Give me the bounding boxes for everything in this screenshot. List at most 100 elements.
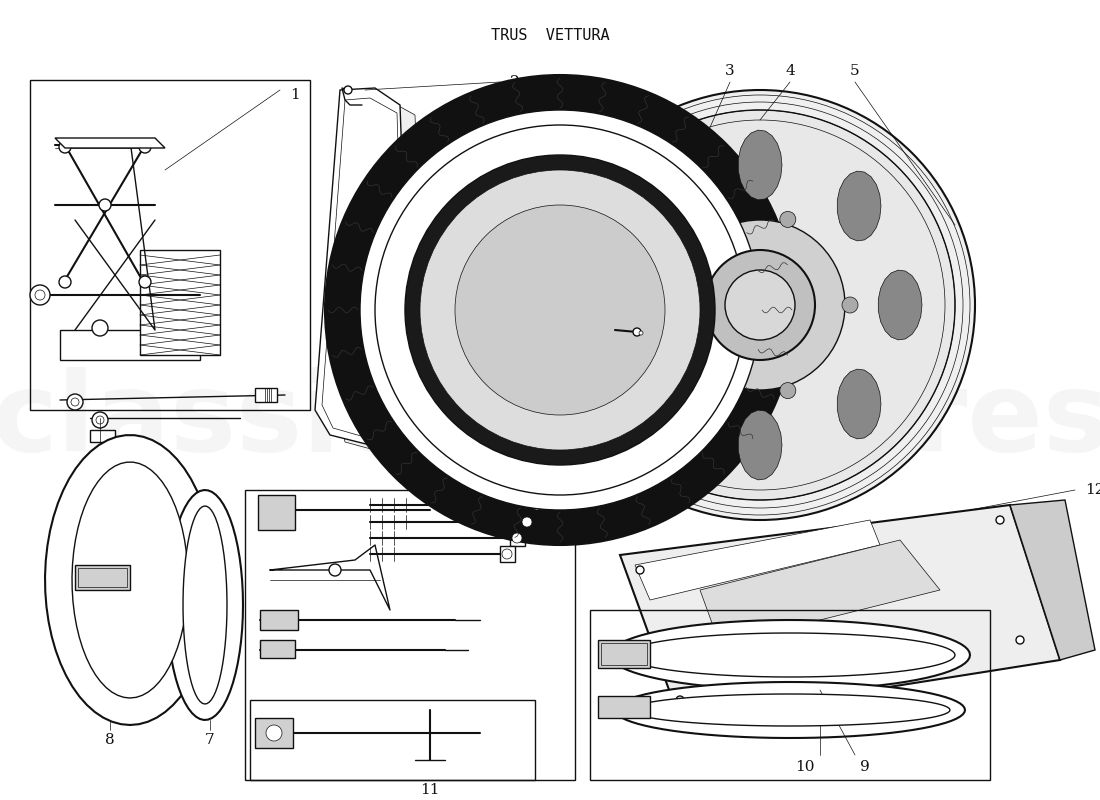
Polygon shape [1010,500,1094,660]
Circle shape [59,141,72,153]
Circle shape [675,220,845,390]
Circle shape [639,331,643,335]
Circle shape [358,195,367,205]
Circle shape [329,564,341,576]
Text: TRUS  VETTURA: TRUS VETTURA [491,28,609,43]
Polygon shape [878,270,922,340]
Circle shape [358,265,367,275]
Circle shape [420,170,700,450]
Bar [75,565,130,590]
Circle shape [996,516,1004,524]
Circle shape [544,90,975,520]
Text: classiceurospares: classiceurospares [0,366,1100,474]
Text: 10: 10 [795,760,815,774]
Circle shape [67,394,82,410]
Circle shape [360,338,364,342]
Bar [30,80,310,410]
Circle shape [405,155,715,465]
Text: 12: 12 [1085,483,1100,497]
Polygon shape [72,462,188,698]
Polygon shape [639,369,683,439]
Circle shape [780,211,795,227]
Bar [598,696,650,718]
Bar [250,700,535,780]
Bar [78,568,126,587]
Text: 1: 1 [290,88,299,102]
Polygon shape [639,171,683,241]
Bar [260,640,295,658]
Polygon shape [610,620,970,690]
Circle shape [324,75,795,545]
Circle shape [705,250,815,360]
Polygon shape [837,369,881,439]
Bar [260,610,298,630]
Ellipse shape [706,155,763,485]
Circle shape [139,141,151,153]
Circle shape [360,110,760,510]
Bar [510,530,525,546]
Circle shape [455,205,666,415]
Text: 11: 11 [420,783,440,797]
Circle shape [92,412,108,428]
Bar [520,514,535,530]
Polygon shape [340,95,425,452]
Circle shape [679,244,695,260]
Polygon shape [183,506,227,704]
Circle shape [360,198,364,202]
Bar [530,497,544,513]
Circle shape [725,270,795,340]
Bar [598,640,650,668]
Polygon shape [167,490,243,720]
Polygon shape [258,495,295,530]
Ellipse shape [716,116,784,506]
Polygon shape [625,633,955,677]
Text: 2: 2 [510,75,519,89]
Circle shape [360,268,364,272]
Bar [500,546,515,562]
Polygon shape [700,540,940,645]
Polygon shape [738,410,782,480]
Circle shape [512,533,522,543]
Circle shape [636,566,644,574]
Text: 8: 8 [106,733,114,747]
Circle shape [139,276,151,288]
Circle shape [358,335,367,345]
Circle shape [96,416,104,424]
Bar [245,490,575,780]
Polygon shape [598,270,642,340]
Polygon shape [315,88,410,445]
Bar [590,610,990,780]
Text: 9: 9 [860,760,870,774]
Polygon shape [45,435,214,725]
Polygon shape [738,130,782,200]
Ellipse shape [711,135,774,495]
Circle shape [676,696,684,704]
Circle shape [99,199,111,211]
Polygon shape [60,330,200,360]
Text: 6: 6 [95,460,104,474]
Circle shape [375,125,745,495]
Polygon shape [615,682,965,738]
Circle shape [35,290,45,300]
Text: 5: 5 [850,64,860,78]
Polygon shape [837,171,881,241]
Circle shape [532,500,542,510]
Circle shape [266,725,282,741]
Circle shape [30,285,50,305]
Polygon shape [140,250,220,355]
Polygon shape [630,694,950,726]
Ellipse shape [702,174,754,474]
Circle shape [59,276,72,288]
Bar [601,643,647,665]
Polygon shape [620,505,1060,720]
Text: 3: 3 [725,64,735,78]
Bar [255,388,277,402]
Bar [255,718,293,748]
Circle shape [1016,636,1024,644]
Text: 7: 7 [206,733,214,747]
Circle shape [502,549,512,559]
Ellipse shape [723,90,798,520]
Circle shape [780,382,795,398]
Circle shape [522,517,532,527]
Circle shape [565,110,955,500]
